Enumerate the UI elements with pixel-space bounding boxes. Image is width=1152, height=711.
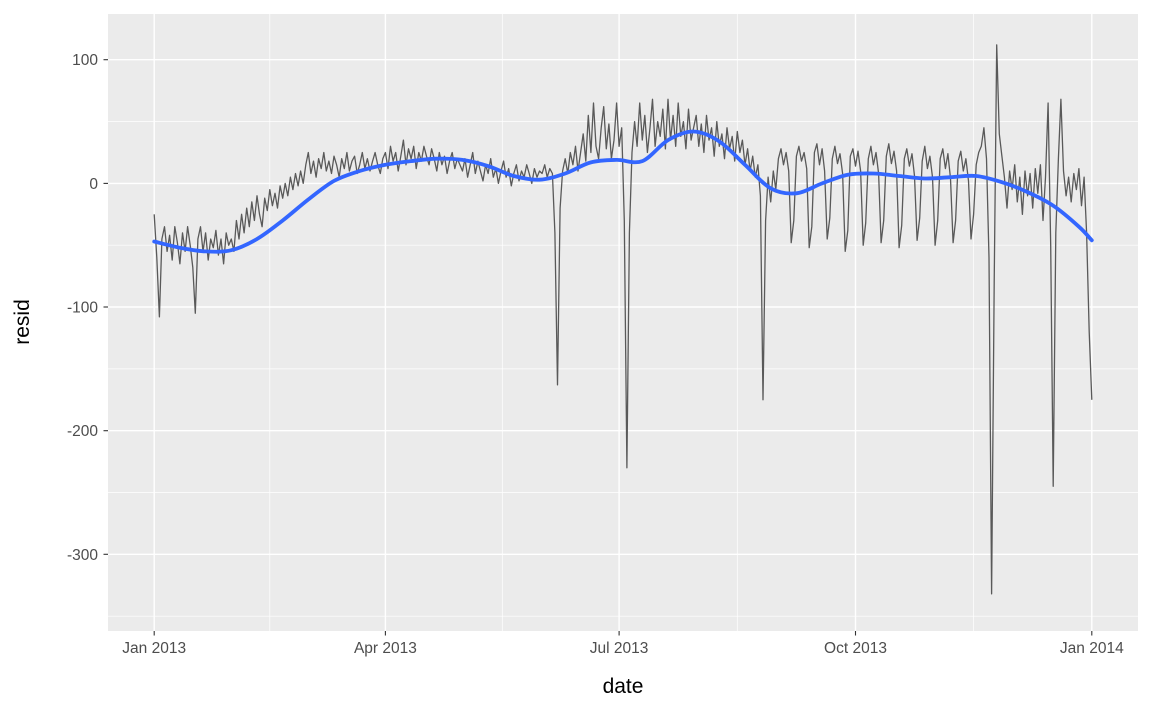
x-tick-label: Jan 2014 <box>1060 640 1124 657</box>
y-tick-label: 0 <box>89 176 98 193</box>
y-tick-label: 100 <box>72 52 98 69</box>
y-tick-label: -300 <box>67 547 98 564</box>
y-tick-label: -100 <box>67 300 98 317</box>
x-tick-label: Jul 2013 <box>590 640 649 657</box>
y-axis-title: resid <box>11 299 34 345</box>
x-tick-label: Jan 2013 <box>122 640 186 657</box>
x-tick-label: Oct 2013 <box>824 640 887 657</box>
x-axis-title: date <box>602 675 644 698</box>
y-tick-label: -200 <box>67 423 98 440</box>
x-tick-label: Apr 2013 <box>354 640 417 657</box>
smooth-line <box>152 129 1094 254</box>
panel-background <box>108 14 1138 631</box>
resid-line <box>153 44 1093 595</box>
